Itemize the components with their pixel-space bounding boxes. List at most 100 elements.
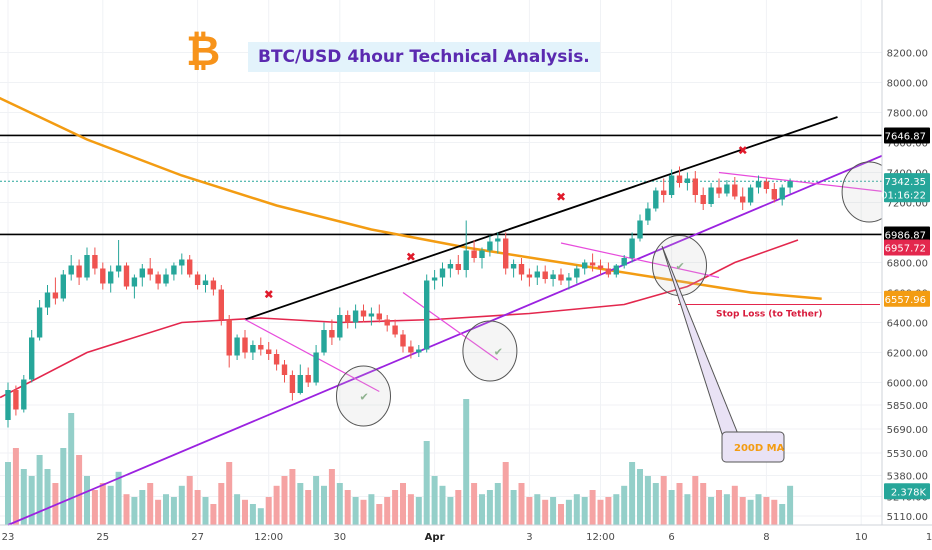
candle — [542, 265, 548, 284]
volume-bar — [68, 413, 75, 525]
candle — [700, 187, 706, 210]
svg-text:7342.35: 7342.35 — [885, 177, 926, 188]
candle — [716, 178, 722, 198]
volume-bar — [700, 483, 707, 525]
volume-bar — [708, 497, 715, 525]
volume-bar — [12, 448, 19, 525]
volume-bar — [502, 462, 509, 525]
volume-bar — [534, 494, 541, 525]
candle — [661, 178, 667, 203]
candle — [281, 360, 288, 383]
price-badge: 6957.72 — [884, 239, 930, 256]
candle — [147, 258, 153, 281]
y-tick-label: 5110.00 — [887, 512, 928, 523]
candle — [234, 334, 240, 360]
candle — [455, 255, 461, 275]
candle — [503, 232, 509, 275]
candle — [179, 253, 185, 275]
x-tick-label: 6 — [668, 532, 674, 543]
y-tick-label: 8200.00 — [887, 49, 928, 60]
volume-bar — [352, 497, 359, 525]
volume-bar — [589, 490, 596, 525]
svg-text:6957.72: 6957.72 — [885, 244, 926, 255]
y-tick-label: 7800.00 — [887, 109, 928, 120]
volume-bar — [565, 499, 572, 525]
volume-bar — [439, 485, 446, 525]
volume-bar — [368, 494, 375, 525]
volume-bar — [423, 441, 430, 525]
candle — [787, 178, 793, 194]
volume-bar — [605, 497, 612, 525]
ma-callout-label: 200D MA — [734, 443, 785, 454]
volume-bar — [218, 483, 225, 525]
volume-bar — [147, 483, 154, 525]
y-tick-label: 6200.00 — [887, 349, 928, 360]
volume-bar — [321, 485, 327, 525]
y-tick-label: 7600.00 — [887, 139, 928, 150]
page-title: BTC/USD 4hour Technical Analysis. — [258, 47, 590, 67]
volume-bar — [526, 497, 533, 525]
y-tick-label: 6800.00 — [887, 259, 928, 270]
candle — [495, 232, 501, 254]
ma200-line — [0, 96, 822, 301]
volume-bar — [226, 462, 233, 525]
volume-bar — [668, 490, 675, 525]
volume-bar — [771, 499, 778, 525]
svg-text:6986.87: 6986.87 — [885, 230, 926, 241]
candle — [684, 172, 691, 191]
volume-bar — [249, 504, 256, 525]
candle — [139, 264, 145, 287]
y-tick-label: 8000.00 — [887, 79, 928, 90]
x-tick-label: 30 — [333, 532, 346, 543]
svg-text:01:16:22: 01:16:22 — [881, 190, 926, 201]
volume-bar — [637, 469, 643, 525]
volume-bar — [336, 483, 343, 525]
y-tick-label: 5380.00 — [887, 472, 928, 483]
price-badge: 6986.87 — [884, 226, 930, 243]
candle — [273, 349, 280, 371]
volume-bar — [163, 494, 169, 525]
support-trendline — [7, 133, 932, 526]
candle — [676, 166, 683, 188]
candle — [368, 307, 375, 326]
volume-bar — [510, 490, 517, 525]
volume-bar — [257, 508, 264, 525]
candle — [763, 178, 770, 194]
volume-bar — [28, 476, 35, 525]
channel-line — [718, 171, 901, 195]
candle — [550, 270, 556, 287]
candle — [337, 307, 343, 341]
candle — [747, 184, 754, 206]
candle — [226, 315, 232, 368]
candle — [597, 259, 604, 275]
candle — [92, 247, 98, 275]
volume-bar — [76, 455, 83, 525]
candle — [605, 262, 612, 278]
volume-bar — [20, 469, 27, 525]
candle — [732, 177, 738, 200]
volume-bar — [376, 504, 383, 525]
candle — [321, 322, 327, 356]
candle — [526, 268, 533, 287]
price-axis — [881, 0, 932, 550]
volume-bar — [455, 490, 462, 525]
volume-bar — [581, 497, 588, 525]
candle — [692, 171, 698, 203]
y-tick-label: 5530.00 — [887, 449, 928, 460]
ma-short-line — [0, 239, 799, 399]
volume-bar — [431, 476, 438, 525]
x-tick-label: 8 — [763, 532, 769, 543]
candle — [471, 240, 477, 263]
volume-bar — [463, 399, 470, 525]
candle — [431, 270, 438, 290]
volume-bar — [787, 485, 794, 525]
volume-bar — [344, 490, 351, 525]
volume-bar — [139, 490, 146, 525]
candle — [345, 310, 351, 329]
sell-cross-marker: ✖ — [264, 288, 274, 302]
y-tick-label: 5690.00 — [887, 425, 928, 436]
volume-bar — [755, 494, 762, 525]
candle — [68, 255, 74, 281]
markers: ✖ ✖ ✖ ✖ ✔ ✔ ✔ — [264, 144, 748, 404]
